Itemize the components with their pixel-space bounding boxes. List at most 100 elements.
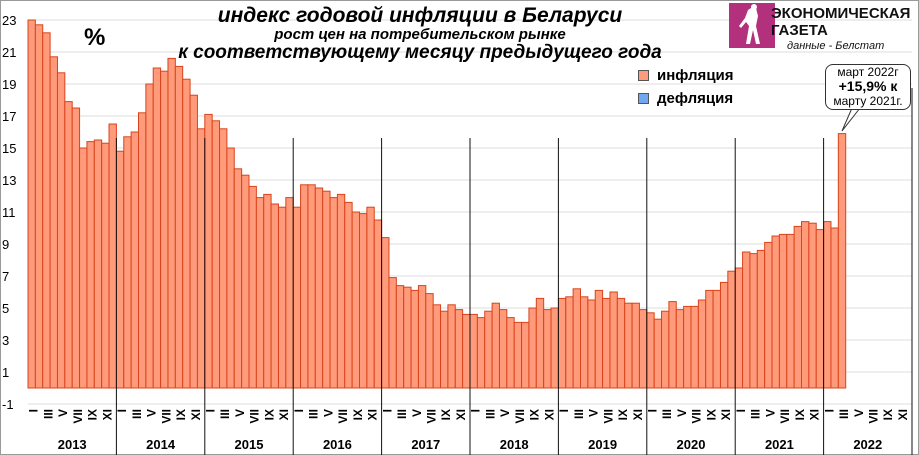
- brand-name: ЭКОНОМИЧЕСКАЯ ГАЗЕТА: [771, 5, 910, 39]
- month-tick-label: XI: [454, 409, 468, 420]
- month-tick-label: III: [41, 409, 55, 419]
- year-label: 2013: [58, 437, 87, 452]
- bar: [675, 309, 685, 389]
- y-tick-label: 3: [2, 333, 9, 348]
- month-tick-label: IX: [528, 409, 542, 420]
- bar: [189, 94, 198, 389]
- bar: [86, 141, 95, 389]
- bar: [42, 32, 51, 389]
- month-tick-label: IX: [262, 409, 276, 420]
- month-tick-label: XI: [277, 409, 291, 420]
- bar: [690, 305, 699, 389]
- bar: [521, 321, 530, 389]
- month-tick-label: V: [498, 409, 512, 417]
- y-tick-label: 11: [2, 205, 16, 220]
- month-tick-label: IX: [793, 409, 807, 420]
- bar: [410, 289, 419, 389]
- month-tick-label: V: [410, 409, 424, 417]
- year-label: 2014: [146, 437, 176, 452]
- bar: [764, 241, 773, 389]
- month-tick-label: III: [749, 409, 763, 419]
- bar: [93, 139, 103, 389]
- month-tick-label: XI: [366, 409, 380, 420]
- y-tick-label: 21: [2, 45, 16, 60]
- callout-annotation: март 2022г +15,9% к марту 2021г.: [825, 64, 911, 110]
- bar: [373, 219, 383, 389]
- legend-label: дефляция: [657, 90, 734, 107]
- bar: [550, 307, 559, 389]
- bar: [167, 57, 176, 389]
- y-tick-label: 17: [2, 109, 16, 124]
- month-tick-label: V: [852, 409, 866, 417]
- month-tick-label: V: [763, 409, 777, 417]
- month-tick-label: IX: [86, 409, 100, 420]
- y-tick-label: 15: [2, 141, 16, 156]
- bar: [469, 313, 478, 389]
- bar: [108, 123, 117, 389]
- bar: [705, 289, 714, 389]
- bar: [808, 222, 817, 389]
- month-tick-label: VII: [690, 409, 704, 424]
- month-tick-label: III: [130, 409, 144, 419]
- year-label: 2016: [323, 437, 352, 452]
- month-tick-label: IX: [704, 409, 718, 420]
- bar: [160, 70, 169, 389]
- month-tick-label: XI: [631, 409, 645, 420]
- month-tick-label: VII: [71, 409, 85, 424]
- brand-name-line2: ГАЗЕТА: [771, 22, 828, 39]
- bar: [454, 309, 464, 389]
- bar: [594, 289, 604, 389]
- bar: [697, 299, 707, 389]
- month-tick-label: I: [734, 409, 748, 412]
- bar: [778, 233, 788, 389]
- month-tick-label: VII: [601, 409, 615, 424]
- y-tick-label: 23: [2, 13, 16, 28]
- month-tick-label: VII: [336, 409, 350, 424]
- legend-swatch-icon: [638, 70, 649, 81]
- bar: [307, 184, 316, 389]
- month-tick-label: III: [837, 409, 851, 419]
- bar: [322, 190, 331, 389]
- bar: [646, 312, 655, 389]
- month-tick-label: III: [660, 409, 674, 419]
- bar: [300, 184, 309, 389]
- bar: [226, 147, 235, 389]
- bar: [27, 19, 36, 389]
- bar: [381, 237, 390, 389]
- month-tick-label: V: [56, 409, 70, 417]
- month-tick-label: I: [292, 409, 306, 412]
- month-tick-label: III: [572, 409, 586, 419]
- month-tick-label: III: [395, 409, 409, 419]
- bar: [683, 305, 692, 389]
- legend-item-deflation: дефляция: [638, 90, 733, 107]
- bar: [432, 304, 442, 389]
- bar: [572, 288, 582, 389]
- bar: [742, 251, 751, 389]
- bar: [152, 67, 162, 389]
- month-tick-label: III: [218, 409, 232, 419]
- month-tick-label: I: [469, 409, 483, 412]
- chart-title: индекс годовой инфляции в Беларуси: [217, 4, 623, 27]
- bar: [528, 307, 537, 389]
- bar: [366, 206, 375, 389]
- bar: [56, 72, 66, 389]
- bar: [241, 174, 250, 389]
- bar: [138, 112, 147, 389]
- bar: [609, 291, 618, 389]
- bar: [543, 309, 552, 389]
- year-label: 2017: [411, 437, 440, 452]
- bar: [329, 197, 338, 389]
- year-label: 2020: [677, 437, 706, 452]
- bar: [484, 310, 493, 389]
- bar: [71, 107, 81, 389]
- bar: [34, 24, 44, 389]
- bar: [417, 285, 427, 389]
- month-tick-label: IX: [174, 409, 188, 420]
- month-tick-label: VII: [866, 409, 880, 424]
- month-tick-label: III: [307, 409, 321, 419]
- bar: [498, 309, 508, 389]
- bar: [602, 297, 611, 389]
- legend-swatch-icon: [638, 93, 649, 104]
- month-tick-label: I: [645, 409, 659, 412]
- y-tick-label: 1: [2, 365, 9, 380]
